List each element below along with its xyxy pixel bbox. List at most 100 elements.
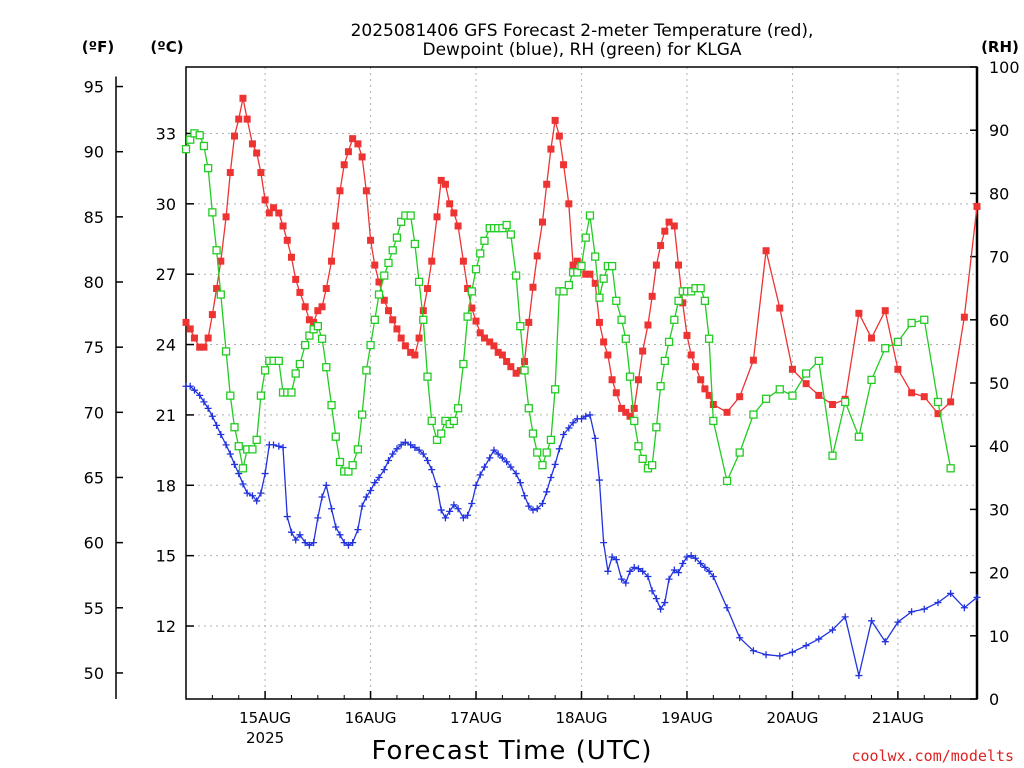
temperature-point <box>239 94 247 102</box>
dewpoint-point <box>691 554 699 562</box>
dewpoint-point <box>231 460 239 468</box>
rh-point <box>366 340 375 350</box>
celsius-tick-label: 30 <box>156 195 176 214</box>
temperature-point <box>494 348 502 356</box>
temperature-point <box>947 398 955 406</box>
dewpoint-point <box>340 539 348 547</box>
temperature-point <box>630 404 638 412</box>
rh-point <box>854 432 864 441</box>
rh-point <box>392 233 402 242</box>
dewpoint-point <box>591 434 599 442</box>
fahrenheit-tick-label: 50 <box>84 664 104 683</box>
dewpoint-point <box>868 617 876 625</box>
dewpoint-point <box>802 642 810 650</box>
dewpoint-point <box>411 444 419 452</box>
rh-point <box>700 296 710 305</box>
dewpoint-point <box>349 539 357 547</box>
rh-point <box>199 141 209 151</box>
dewpoint-point <box>551 460 559 468</box>
dewpoint-point <box>618 575 626 583</box>
rh-point <box>301 340 310 350</box>
temperature-point <box>349 135 357 143</box>
rh-point <box>344 467 353 476</box>
x-tick-label: 16AUG <box>345 709 397 727</box>
temperature-point <box>367 236 375 244</box>
dewpoint-point <box>503 458 511 466</box>
data-series <box>181 94 981 680</box>
rh-point <box>274 356 283 366</box>
temperature-point <box>257 169 265 177</box>
temperature-point <box>270 204 278 212</box>
dewpoint-point <box>749 647 757 655</box>
rh-point <box>867 375 876 384</box>
temperature-point <box>639 347 647 355</box>
rh-point <box>467 287 476 296</box>
dewpoint-point <box>586 411 594 419</box>
temperature-point <box>354 140 362 148</box>
dewpoint-point <box>829 626 837 634</box>
dewpoint-point <box>670 566 678 574</box>
temperature-point <box>253 149 261 157</box>
temperature-point <box>855 309 863 317</box>
dewpoint-point <box>776 652 784 660</box>
fahrenheit-tick-label: 65 <box>84 468 104 487</box>
rh-point <box>453 404 463 413</box>
dewpoint-point <box>401 438 409 446</box>
rh-point <box>709 416 718 426</box>
dewpoint-point <box>380 466 388 474</box>
rh-point <box>907 318 916 328</box>
dewpoint-point <box>815 635 823 643</box>
dewpoint-point <box>459 514 467 522</box>
rh-point <box>550 385 560 394</box>
rh-point <box>248 445 257 454</box>
rh-point <box>638 454 647 463</box>
rh-point <box>362 366 371 375</box>
temperature-point <box>459 257 467 265</box>
temperature-point <box>428 257 436 265</box>
rh-point <box>607 261 617 271</box>
temperature-point <box>591 279 599 287</box>
temperature-point <box>200 343 208 351</box>
rh-tick-label: 30 <box>989 500 1009 519</box>
dewpoint-point <box>612 556 620 564</box>
rh-point <box>502 220 511 230</box>
dewpoint-point <box>648 587 656 595</box>
dewpoint-point <box>305 541 313 549</box>
rh-point <box>634 442 643 451</box>
rh-point <box>471 265 481 274</box>
dewpoint-point <box>973 593 981 601</box>
temperature-point <box>525 318 533 326</box>
dewpoint-point <box>687 552 695 560</box>
temperature-point <box>411 351 419 359</box>
dewpoint-point <box>235 470 243 478</box>
fahrenheit-tick-label: 55 <box>84 599 104 618</box>
rh-point <box>419 315 428 324</box>
rh-point <box>506 230 515 239</box>
temperature-point <box>815 391 823 399</box>
temperature-point <box>407 348 415 356</box>
dewpoint-point <box>275 442 283 450</box>
dewpoint-point <box>322 481 330 489</box>
temperature-point <box>476 329 484 337</box>
dewpoint-point <box>318 493 326 501</box>
dewpoint-point <box>367 487 375 495</box>
rh-point <box>459 359 468 369</box>
rh-point <box>410 239 420 249</box>
rh-point <box>348 461 357 470</box>
rh-point <box>260 366 270 375</box>
axes: 50 55 60 65 70 75 80 85 90 95 12 15 18 21 24 27 30 33 0 10 2… <box>84 58 1020 747</box>
dewpoint-point <box>788 648 796 656</box>
dewpoint-point <box>424 457 432 465</box>
dewpoint-point <box>512 470 520 478</box>
dewpoint-point <box>626 567 634 575</box>
temperature-point <box>538 218 546 226</box>
rh-point <box>625 372 635 381</box>
temperature-point <box>332 222 340 230</box>
dewpoint-point <box>261 470 269 478</box>
x-axis-title: Forecast Time (UTC) <box>371 736 652 766</box>
rh-point <box>437 429 446 438</box>
rh-point <box>735 448 744 457</box>
temperature-point <box>231 132 239 140</box>
dewpoint-point <box>239 480 247 488</box>
